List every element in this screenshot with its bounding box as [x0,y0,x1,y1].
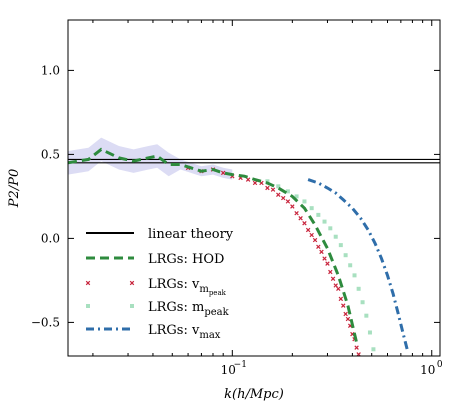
x-tick-exponent: 0 [437,360,443,370]
mpeak-point [356,286,361,291]
mpeak-point [338,243,343,248]
vmpeak-point [294,210,299,216]
mpeak-point [276,184,281,189]
vmpeak-point [328,269,333,275]
vmpeak-point [270,187,276,192]
y-axis-label: P2/P0 [7,169,22,208]
vmpeak-point [325,261,330,266]
x-tick-label: 10 [420,363,435,377]
legend: linear theory LRGs: HOD LRGs: vmpeak LRGs: … [85,227,234,341]
mpeak-point [294,194,299,199]
y-tick-label: −0.5 [31,315,60,329]
axis-labels: k(h/Mpc) P2/P0 [7,169,284,402]
vmpeak-point [354,345,359,350]
mpeak-point [265,179,270,184]
vmpeak-point [338,296,344,302]
legend-marker [130,304,134,308]
vmpeak-point [343,311,348,317]
mpeak-point [322,219,327,224]
vmpeak-point [341,303,346,308]
vmpeak-point [305,227,311,233]
vmpeak-point [345,316,351,322]
vmpeak-point [330,276,336,281]
legend-marker [129,280,135,286]
legend-marker [85,280,91,286]
mpeak-point [316,212,321,217]
series-layer [68,147,440,356]
legend-entry-vmpeak: LRGs: vmpeak [85,277,227,297]
mpeak-point [343,253,348,258]
vmpeak-point [280,195,286,201]
mpeak-point [371,347,376,352]
mpeak-point [364,313,369,318]
mpeak-point [348,263,353,268]
vmpeak-point [322,256,327,261]
vmax-line [307,178,410,353]
vmpeak-point [276,192,281,197]
y-tick-label: 0.5 [41,147,60,161]
mpeak-point [360,300,365,305]
legend-marker [86,304,90,308]
mpeak-point [328,226,333,231]
x-tick-label: 10 [221,363,236,377]
mpeak-point [367,330,372,335]
vmpeak-point [285,199,291,204]
vmpeak-point [336,286,341,292]
legend-entry-hod: LRGs: HOD [86,252,224,267]
hod-line [68,147,359,343]
vmpeak-point [265,185,270,191]
vmpeak-point [319,249,324,255]
vmpeak-point [220,170,226,176]
legend-entry-vmax: LRGs: vmax [86,323,221,341]
legend-entry-linear: linear theory [86,227,234,242]
mpeak-point [352,273,357,278]
legend-entry-mpeak: LRGs: mpeak [86,300,230,318]
mpeak-point [302,199,307,204]
x-axis-label: k(h/Mpc) [224,387,284,402]
vmpeak-point [312,237,318,243]
vmpeak-point [316,244,321,250]
y-tick-label: 0.0 [41,231,60,245]
y-tick-label: 1.0 [41,63,60,77]
legend-label: LRGs: vmax [148,323,221,341]
vmpeak-point [302,221,307,226]
x-tick-exponent: −1 [234,360,247,370]
mpeak-point [333,234,338,239]
vmpeak-point [290,204,295,209]
vmpeak-point [298,216,303,221]
legend-label: linear theory [148,227,234,242]
legend-label: LRGs: vmpeak [148,277,227,297]
mpeak-point [309,206,314,211]
mpeak-point [285,189,290,194]
vmpeak-point [309,232,314,238]
plot-frame [67,19,441,357]
legend-label: LRGs: HOD [148,252,224,267]
vmpeak-point [252,180,258,186]
ticks-layer: −0.50.00.51.010−1 10 0 [31,20,443,377]
legend-label: LRGs: mpeak [148,300,230,318]
